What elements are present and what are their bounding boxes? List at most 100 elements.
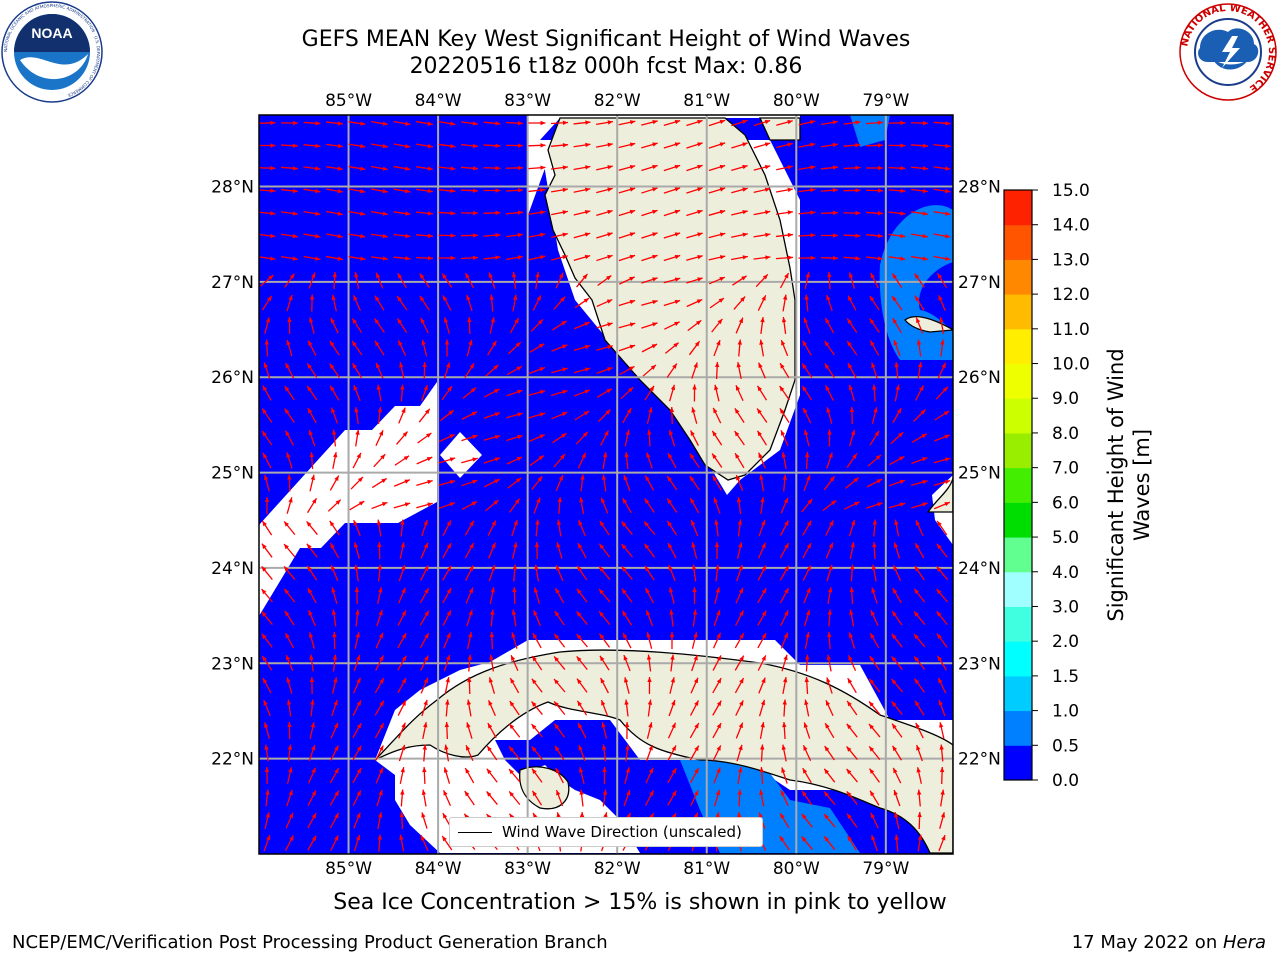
wave-arrow bbox=[737, 519, 743, 537]
wave-arrow bbox=[505, 165, 524, 171]
wave-arrow bbox=[330, 564, 339, 582]
wave-arrow bbox=[827, 631, 832, 650]
colorbar-tick-label: 3.0 bbox=[1052, 597, 1079, 617]
wave-arrow bbox=[621, 521, 633, 535]
wave-arrow bbox=[467, 676, 472, 695]
wave-arrow bbox=[821, 120, 838, 126]
wave-arrow bbox=[285, 835, 294, 851]
wave-arrow bbox=[734, 407, 745, 424]
wave-arrow bbox=[438, 502, 456, 509]
wave-arrow bbox=[419, 610, 430, 626]
wave-arrow bbox=[464, 767, 475, 784]
wave-arrow bbox=[400, 789, 405, 807]
wave-arrow bbox=[416, 143, 433, 149]
wave-arrow bbox=[732, 275, 747, 286]
wave-arrow bbox=[624, 721, 630, 740]
wave-arrow bbox=[488, 699, 496, 717]
wave-arrow bbox=[625, 744, 630, 762]
wave-arrow bbox=[690, 519, 699, 537]
wave-arrow bbox=[687, 319, 702, 332]
wind-wave-arrows bbox=[259, 119, 951, 852]
wave-arrow bbox=[691, 542, 698, 559]
wave-arrow bbox=[686, 119, 703, 127]
wave-arrow bbox=[916, 789, 922, 807]
wave-arrow bbox=[827, 587, 833, 604]
wave-arrow bbox=[711, 430, 723, 446]
wave-arrow bbox=[259, 211, 276, 216]
wave-arrow bbox=[802, 745, 812, 761]
wave-arrow bbox=[731, 232, 748, 238]
wave-arrow bbox=[911, 479, 928, 486]
wave-arrow bbox=[801, 790, 813, 806]
wave-arrow bbox=[551, 232, 568, 239]
wave-arrow bbox=[576, 655, 588, 671]
wave-arrow bbox=[397, 655, 407, 671]
wave-arrow bbox=[689, 767, 700, 784]
wave-arrow bbox=[802, 565, 812, 581]
wave-arrow bbox=[550, 165, 569, 170]
wave-arrow bbox=[824, 340, 835, 356]
wave-arrow bbox=[869, 632, 880, 649]
wave-arrow bbox=[598, 610, 611, 626]
wave-arrow bbox=[692, 384, 697, 402]
lon-tick-label-bottom: 83°W bbox=[504, 859, 551, 879]
wave-arrow bbox=[667, 542, 677, 559]
wave-arrow bbox=[779, 385, 790, 401]
wave-arrow bbox=[618, 299, 636, 307]
wave-arrow bbox=[576, 678, 588, 693]
wave-arrow bbox=[691, 362, 698, 379]
wave-arrow bbox=[528, 255, 546, 261]
wave-arrow bbox=[483, 210, 501, 216]
wave-arrow bbox=[934, 410, 950, 421]
wave-arrow bbox=[670, 654, 675, 672]
wave-arrow bbox=[600, 497, 609, 514]
wave-arrow bbox=[910, 120, 929, 126]
wave-arrow bbox=[940, 339, 945, 357]
wave-arrow bbox=[329, 542, 340, 559]
wave-arrow bbox=[646, 452, 653, 469]
wave-arrow bbox=[914, 385, 925, 401]
wave-arrow bbox=[669, 631, 675, 650]
wave-arrow bbox=[736, 362, 742, 379]
wave-arrow bbox=[284, 385, 295, 401]
wave-arrow bbox=[805, 654, 810, 672]
wave-arrow bbox=[624, 429, 630, 447]
wave-arrow bbox=[259, 188, 276, 193]
wave-arrow bbox=[823, 768, 836, 783]
wave-arrow bbox=[553, 296, 566, 310]
wave-arrow bbox=[422, 766, 427, 785]
wave-arrow bbox=[531, 745, 543, 761]
wave-arrow bbox=[508, 723, 521, 738]
wave-arrow bbox=[844, 477, 860, 489]
wave-arrow bbox=[915, 519, 924, 537]
colorbar-tick-label: 9.0 bbox=[1052, 389, 1079, 409]
wave-arrow bbox=[781, 316, 787, 335]
wave-arrow bbox=[803, 474, 811, 492]
wave-arrow bbox=[735, 700, 744, 716]
wave-arrow bbox=[914, 295, 925, 311]
wave-arrow bbox=[259, 143, 276, 148]
wave-arrow bbox=[865, 165, 884, 171]
wave-arrow bbox=[552, 432, 567, 444]
wave-arrow bbox=[533, 497, 541, 514]
wave-arrow bbox=[865, 188, 884, 193]
colorbar-segment bbox=[1004, 641, 1032, 677]
wave-arrow bbox=[757, 587, 767, 604]
wave-arrow bbox=[325, 143, 344, 149]
wave-arrow bbox=[888, 256, 906, 261]
wave-arrow bbox=[758, 519, 766, 537]
wave-arrow bbox=[641, 254, 658, 262]
wave-arrow bbox=[894, 361, 899, 380]
wave-arrow bbox=[420, 384, 429, 402]
wave-arrow bbox=[280, 211, 299, 216]
wave-arrow bbox=[461, 434, 478, 442]
colorbar-segment bbox=[1004, 571, 1032, 607]
wave-arrow bbox=[596, 366, 613, 375]
wave-arrow bbox=[691, 632, 698, 649]
wave-arrow bbox=[825, 385, 834, 401]
wave-arrow bbox=[757, 295, 767, 311]
wave-arrow bbox=[573, 389, 591, 397]
wave-arrow bbox=[939, 812, 946, 829]
wave-arrow bbox=[371, 143, 388, 149]
wave-arrow bbox=[888, 211, 906, 216]
